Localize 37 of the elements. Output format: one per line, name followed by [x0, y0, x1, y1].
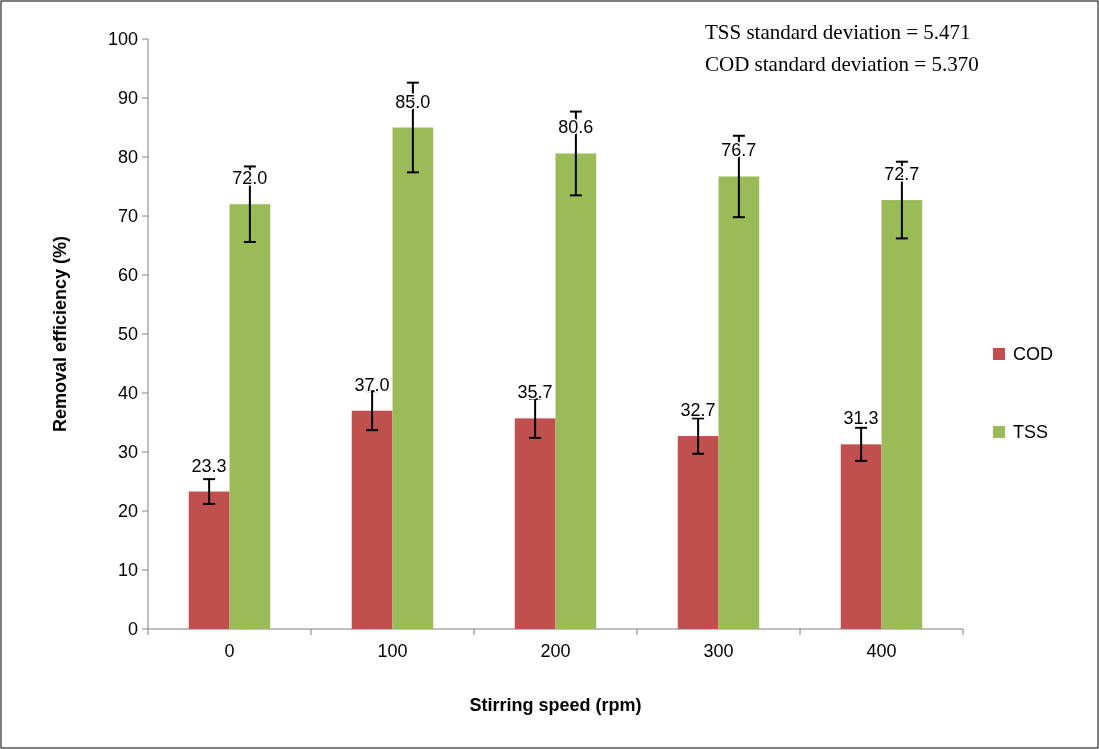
bar: [840, 444, 882, 629]
x-tick-label: 0: [224, 641, 235, 661]
data-label: 32.7: [680, 400, 716, 421]
bar: [351, 410, 393, 629]
data-label: 37.0: [354, 374, 390, 395]
y-axis-title: Removal efficiency (%): [50, 235, 70, 433]
data-label: 35.7: [517, 382, 553, 403]
bar: [555, 153, 597, 629]
y-tick-label: 20: [117, 501, 138, 522]
y-tick-label: 0: [127, 619, 138, 640]
y-tick-label: 30: [117, 442, 138, 463]
x-tick-label: 100: [377, 641, 408, 661]
legend-label: COD: [1013, 344, 1053, 365]
bar: [392, 127, 434, 629]
bar: [514, 418, 556, 629]
bar: [677, 436, 719, 629]
x-axis-title: Stirring speed (rpm): [469, 695, 642, 715]
legend-label: TSS: [1013, 422, 1049, 443]
y-tick-label: 90: [117, 88, 138, 109]
bar: [188, 491, 230, 629]
y-tick-label: 60: [117, 265, 138, 286]
y-tick-label: 10: [117, 560, 138, 581]
y-tick-label: 100: [107, 29, 138, 50]
annotation: TSS standard deviation = 5.471: [705, 19, 971, 44]
bar: [229, 204, 271, 629]
x-tick-label: 400: [866, 641, 897, 661]
x-tick-label: 200: [540, 641, 571, 661]
y-tick-label: 50: [117, 324, 138, 345]
y-tick-label: 70: [117, 206, 138, 227]
data-label: 31.3: [843, 408, 879, 429]
y-tick-label: 80: [117, 147, 138, 168]
annotation: COD standard deviation = 5.370: [705, 51, 979, 76]
y-tick-label: 40: [117, 383, 138, 404]
bar: [718, 176, 760, 629]
bar: [881, 200, 923, 629]
data-label: 23.3: [191, 455, 227, 476]
x-tick-label: 300: [703, 641, 734, 661]
